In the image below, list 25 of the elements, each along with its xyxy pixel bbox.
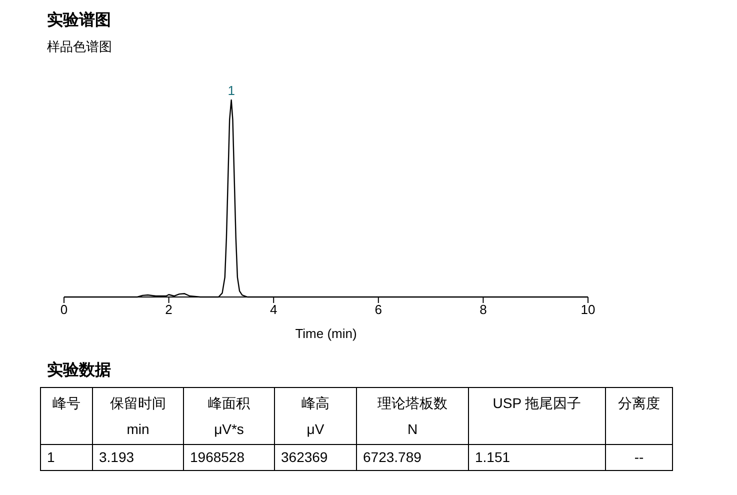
text: USP 拖尾因子 bbox=[468, 388, 606, 444]
text: 362369 bbox=[274, 444, 356, 470]
text: 峰号 bbox=[40, 388, 92, 444]
text: 保留时间 min bbox=[92, 388, 184, 444]
chart-subtitle: 样品色谱图 bbox=[47, 38, 112, 56]
text: 实验数据 bbox=[47, 360, 111, 381]
text: 1968528 bbox=[184, 444, 274, 470]
text: 峰高 μV bbox=[274, 388, 356, 444]
text: 1 bbox=[40, 444, 92, 470]
text: 1.151 bbox=[468, 444, 606, 470]
text: 理论塔板数 N bbox=[356, 388, 468, 444]
text: 峰面积 μV*s bbox=[184, 388, 274, 444]
x-tick-label: 4 bbox=[270, 302, 278, 318]
annotation: 1 bbox=[228, 83, 235, 98]
chart-title: 实验谱图 bbox=[47, 10, 111, 31]
text: -- bbox=[606, 444, 672, 470]
x-axis-title: Time (min) bbox=[295, 326, 357, 341]
text: 6723.789 bbox=[356, 444, 468, 470]
x-tick-label: 6 bbox=[374, 302, 382, 318]
x-tick-label: 8 bbox=[480, 302, 487, 318]
x-tick-label: 10 bbox=[580, 302, 596, 318]
text: 3.193 bbox=[92, 444, 184, 470]
x-tick-label: 2 bbox=[165, 302, 172, 318]
text: 分离度 bbox=[606, 388, 672, 444]
x-tick-label: 0 bbox=[60, 302, 68, 318]
